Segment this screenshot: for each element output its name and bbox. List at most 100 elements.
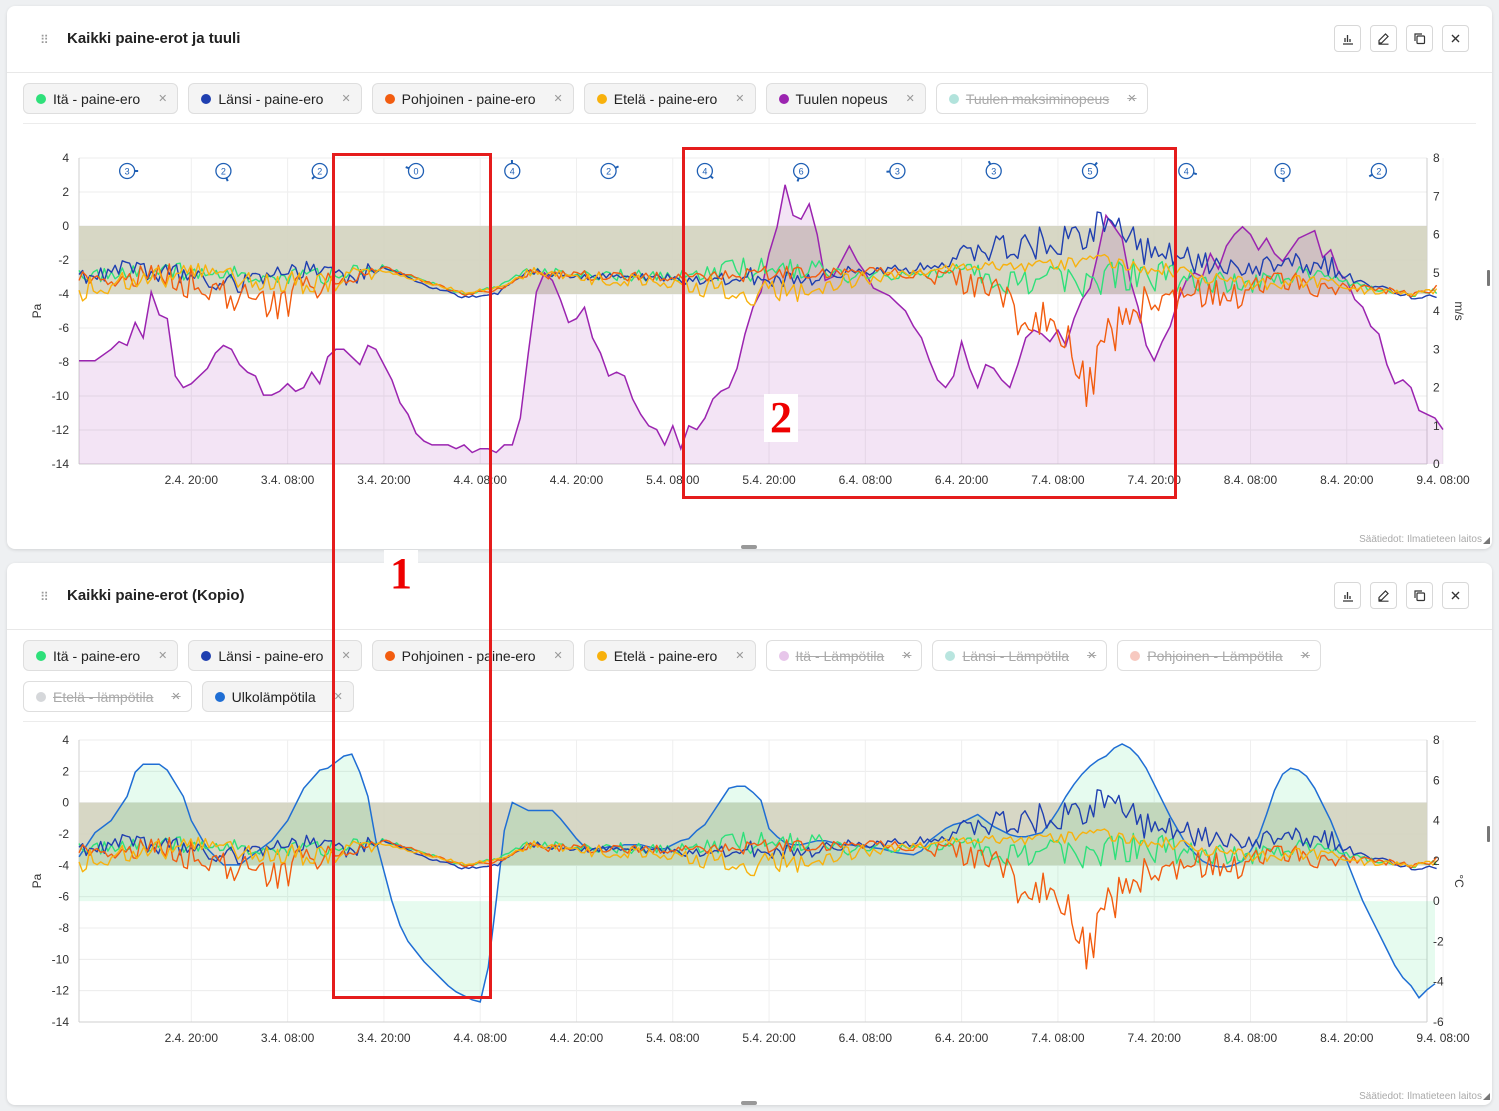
data-source-note: Säätiedot: Ilmatieteen laitos [1359, 1091, 1482, 1102]
remove-series-icon[interactable]: ✕ [158, 93, 168, 105]
x-tick-label: 2.4. 20:00 [165, 1031, 219, 1045]
close-button[interactable] [1442, 582, 1469, 609]
legend-label: Länsi - paine-ero [218, 647, 324, 664]
wind-direction-tick [225, 177, 229, 182]
legend-item-etela-paine-ero[interactable]: Etelä - paine-ero ✕ [583, 640, 756, 671]
legend-item-pohjoinen-lampotila[interactable]: Pohjoinen - Lämpötila ✕ [1117, 640, 1321, 671]
duplicate-button[interactable] [1406, 582, 1433, 609]
remove-series-icon[interactable]: ✕ [553, 93, 563, 105]
legend-color-dot [214, 691, 225, 702]
wind-marker-value: 3 [125, 167, 130, 177]
legend-color-dot [384, 650, 395, 661]
close-button[interactable] [1442, 25, 1469, 52]
series-line-lansi-paine-ero [78, 211, 1437, 300]
x-tick-label: 6.4. 20:00 [935, 473, 989, 487]
legend-item-ita-lampotila[interactable]: Itä - Lämpötila ✕ [765, 640, 923, 671]
edit-button[interactable] [1370, 582, 1397, 609]
chart-type-button[interactable] [1334, 25, 1361, 52]
x-tick-label: 3.4. 20:00 [357, 473, 411, 487]
legend: Itä - paine-ero ✕ Länsi - paine-ero ✕ Pohjoi… [23, 83, 1476, 114]
wind-marker: 3 [985, 160, 1002, 180]
legend-item-etela-paine-ero[interactable]: Etelä - paine-ero ✕ [583, 83, 756, 114]
legend-item-ita-paine-ero[interactable]: Itä - paine-ero ✕ [23, 640, 179, 671]
y-tick-label: 4 [62, 151, 69, 165]
legend: Itä - paine-ero ✕ Länsi - paine-ero ✕ Pohjoi… [23, 640, 1476, 712]
y2-tick-label: 8 [1433, 733, 1440, 747]
y2-tick-label: 1 [1433, 419, 1440, 433]
y-tick-label: -4 [58, 858, 69, 872]
legend-item-ulkolampotila[interactable]: Ulkolämpötila ✕ [201, 681, 354, 712]
legend-label: Länsi - Lämpötila [962, 647, 1070, 664]
remove-series-icon[interactable]: ✕ [735, 93, 745, 105]
scroll-indicator[interactable] [1487, 270, 1490, 286]
remove-series-icon[interactable]: ✕ [735, 650, 745, 662]
wind-marker-value: 2 [1376, 167, 1381, 177]
remove-series-icon[interactable]: ✕ [1087, 650, 1097, 662]
wind-marker-value: 5 [1280, 167, 1285, 177]
resize-handle[interactable] [741, 545, 757, 549]
legend-item-lansi-paine-ero[interactable]: Länsi - paine-ero ✕ [188, 83, 362, 114]
legend-item-tuulen-maksiminopeus[interactable]: Tuulen maksiminopeus ✕ [935, 83, 1148, 114]
y-tick-label: -2 [58, 827, 69, 841]
remove-series-icon[interactable]: ✕ [341, 93, 351, 105]
chart-type-button[interactable] [1334, 582, 1361, 609]
x-tick-label: 6.4. 08:00 [839, 1031, 893, 1045]
panel-title: Kaikki paine-erot (Kopio) [67, 587, 245, 604]
x-tick-label: 9.4. 08:00 [1416, 1031, 1470, 1045]
scroll-indicator[interactable] [1487, 826, 1490, 842]
remove-series-icon[interactable]: ✕ [1127, 93, 1137, 105]
legend-label: Tuulen nopeus [795, 90, 888, 107]
legend-item-etela-lampotila[interactable]: Etelä - lämpötila ✕ [23, 681, 192, 712]
resize-corner[interactable] [1483, 537, 1490, 544]
remove-series-icon[interactable]: ✕ [905, 93, 915, 105]
resize-corner[interactable] [1483, 1093, 1490, 1100]
resize-handle[interactable] [741, 1101, 757, 1105]
wind-marker: 4 [504, 159, 521, 180]
series-area-ulkolampotila [79, 744, 1435, 1002]
x-tick-label: 7.4. 08:00 [1031, 1031, 1085, 1045]
remove-series-icon[interactable]: ✕ [902, 650, 912, 662]
y-tick-label: -6 [58, 321, 69, 335]
panel-title: Kaikki paine-erot ja tuuli [67, 30, 241, 47]
wind-direction-tick [1093, 161, 1098, 167]
remove-series-icon[interactable]: ✕ [553, 650, 563, 662]
duplicate-button[interactable] [1406, 25, 1433, 52]
y2-tick-label: 6 [1433, 773, 1440, 787]
x-tick-label: 6.4. 08:00 [839, 473, 893, 487]
legend-color-dot [596, 93, 607, 104]
x-tick-label: 8.4. 08:00 [1224, 1031, 1278, 1045]
y-tick-label: 4 [62, 733, 69, 747]
legend-item-tuulen-nopeus[interactable]: Tuulen nopeus ✕ [765, 83, 926, 114]
edit-button[interactable] [1370, 25, 1397, 52]
y-tick-label: 2 [62, 764, 69, 778]
y2-tick-label: 8 [1433, 151, 1440, 165]
x-tick-label: 7.4. 08:00 [1031, 473, 1085, 487]
remove-series-icon[interactable]: ✕ [1300, 650, 1310, 662]
wind-marker-value: 3 [895, 167, 900, 177]
y2-tick-label: -2 [1433, 934, 1444, 948]
legend-color-dot [778, 650, 789, 661]
remove-series-icon[interactable]: ✕ [171, 691, 181, 703]
legend-item-lansi-lampotila[interactable]: Länsi - Lämpötila ✕ [932, 640, 1108, 671]
remove-series-icon[interactable]: ✕ [333, 691, 343, 703]
legend-label: Itä - paine-ero [53, 90, 141, 107]
x-tick-label: 4.4. 08:00 [453, 1031, 507, 1045]
legend-item-pohjoinen-paine-ero[interactable]: Pohjoinen - paine-ero ✕ [371, 83, 574, 114]
wind-marker-circle [792, 162, 810, 180]
chart-panel-2: Kaikki paine-erot (Kopio) Itä - paine-er… [7, 563, 1492, 1105]
wind-marker-value: 3 [991, 167, 996, 177]
y-tick-label: 0 [62, 796, 69, 810]
x-tick-label: 5.4. 20:00 [742, 473, 796, 487]
y2-tick-label: -4 [1433, 975, 1444, 989]
legend-item-pohjoinen-paine-ero[interactable]: Pohjoinen - paine-ero ✕ [371, 640, 574, 671]
legend-item-ita-paine-ero[interactable]: Itä - paine-ero ✕ [23, 83, 179, 114]
remove-series-icon[interactable]: ✕ [158, 650, 168, 662]
wind-marker-circle [696, 162, 714, 180]
annotation-box-2 [682, 147, 1177, 499]
remove-series-icon[interactable]: ✕ [341, 650, 351, 662]
wind-direction-tick [1368, 173, 1374, 178]
x-tick-label: 7.4. 20:00 [1127, 1031, 1181, 1045]
panel-header: Kaikki paine-erot ja tuuli [7, 6, 1492, 73]
edit-icon [1378, 33, 1389, 45]
chart-panel-1: Kaikki paine-erot ja tuuli Itä - paine-e… [7, 6, 1492, 549]
